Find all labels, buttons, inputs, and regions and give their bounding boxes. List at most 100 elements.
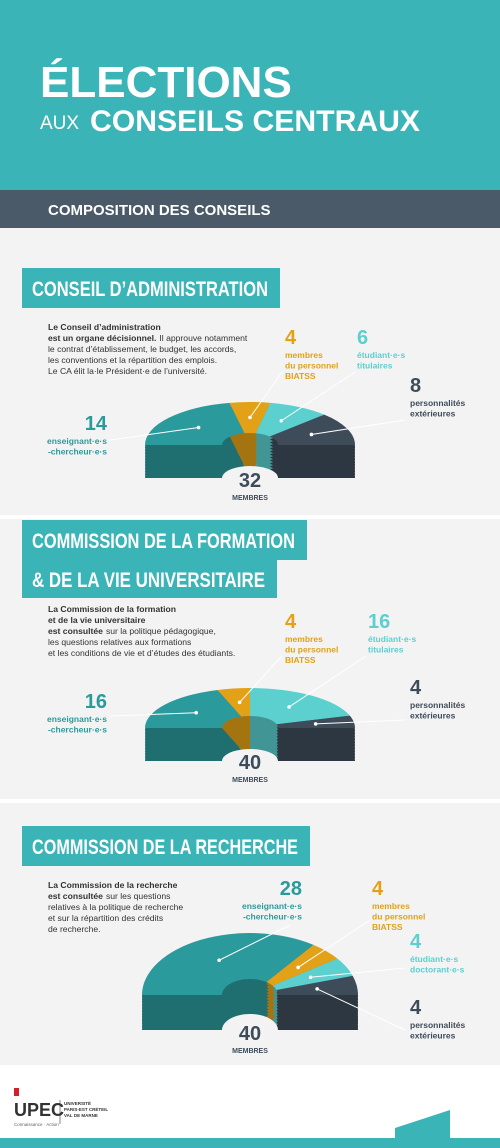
description-text: le contrat d’établissement, le budget, l… (48, 344, 236, 354)
leader-dot (315, 987, 319, 991)
group-label: étudiant·e·s (410, 954, 458, 964)
group-label: étudiant·e·s (357, 350, 405, 360)
segment (272, 958, 353, 991)
description-line: et sur la répartition des crédits (48, 913, 163, 923)
description-line: les conventions et la répartition des em… (48, 355, 217, 365)
leader-line (310, 967, 406, 978)
description-text: de recherche. (48, 924, 101, 934)
section-title: & DE LA VIE UNIVERSITAIRE (32, 569, 265, 592)
motto: Connaissance · Action (14, 1122, 59, 1127)
description-bold: La Commission de la recherche (48, 880, 178, 890)
total: 32 (239, 470, 261, 492)
group-label: enseignant·e·s (47, 714, 107, 724)
group-label: personnalités (410, 1020, 466, 1030)
group-number: 16 (85, 691, 107, 713)
leader-line (239, 655, 283, 703)
group-label: titulaires (357, 361, 393, 371)
segment (276, 715, 355, 728)
group-label: étudiant·e·s (368, 634, 416, 644)
group-number: 4 (410, 931, 422, 953)
description-text: et sur la répartition des crédits (48, 913, 163, 923)
leader-line (288, 655, 367, 708)
group-number: 16 (368, 611, 390, 633)
leader-dot (248, 415, 252, 420)
title-box (22, 268, 280, 308)
group-label: du personnel (285, 361, 338, 371)
segment (142, 933, 314, 995)
segment (217, 688, 250, 717)
university: VAL DE MARNE (64, 1113, 98, 1118)
leader-dot (296, 965, 300, 970)
group-label: -chercheur·e·s (48, 725, 107, 735)
group-label: BIATSS (285, 655, 316, 665)
total-label: MEMBRES (232, 777, 268, 784)
description-line: et les conditions de vie et d’études des… (48, 648, 235, 658)
leader-dot (217, 958, 221, 963)
group-number: 4 (372, 878, 384, 900)
description-line: et de la vie universitaire (48, 615, 146, 625)
total-label: MEMBRES (232, 495, 268, 502)
description-text: sur la politique pédagogique, (106, 626, 216, 636)
segment (145, 689, 242, 728)
leader-dot (194, 710, 199, 715)
description-line: le contrat d’établissement, le budget, l… (48, 344, 236, 354)
group-label: extérieures (410, 711, 456, 721)
description-line: de recherche. (48, 924, 101, 934)
description-bold: est consultée (48, 891, 103, 901)
group-label: membres (372, 901, 410, 911)
description-line: Le Conseil d’administration (48, 322, 161, 332)
description-line: Le CA élit la·le Président·e de l’univer… (48, 366, 207, 376)
group-label: personnalités (410, 398, 466, 408)
leader-line (297, 919, 371, 968)
leader-line (218, 924, 291, 961)
leader-line (109, 427, 199, 441)
leader-dot (308, 975, 313, 980)
group-number: 4 (285, 611, 297, 633)
group-label: extérieures (410, 409, 456, 419)
university: UNIVERSITÉ (64, 1099, 91, 1106)
description-line: La Commission de la recherche (48, 880, 178, 890)
group-label: -chercheur·e·s (48, 447, 107, 457)
title-prefix: AUX (40, 113, 79, 134)
description-bold: et de la vie universitaire (48, 615, 146, 625)
group-label: membres (285, 350, 323, 360)
university: PARIS-EST CRÉTEIL (64, 1105, 108, 1112)
subtitle: CONSEILS CENTRAUX (90, 105, 420, 138)
description-line: les questions relatives aux formations (48, 637, 191, 647)
footer-shape (395, 1110, 450, 1148)
leader-line (316, 988, 406, 1031)
segment (145, 402, 245, 445)
group-number: 8 (410, 375, 421, 397)
leader-dot (237, 700, 242, 705)
description-line: relatives à la politique de recherche (48, 902, 183, 912)
footer-stripe (0, 1138, 500, 1148)
group-label: personnalités (410, 700, 466, 710)
leader-dot (313, 722, 318, 726)
description-bold: La Commission de la formation (48, 604, 176, 614)
group-label: doctorant·e·s (410, 965, 465, 975)
group-label: membres (285, 634, 323, 644)
group-label: BIATSS (285, 371, 316, 381)
logo-mark (14, 1088, 19, 1096)
leader-line (109, 712, 197, 717)
description-text: les conventions et la répartition des em… (48, 355, 217, 365)
group-number: 4 (410, 997, 422, 1019)
leader-line (311, 419, 406, 435)
title-box (22, 560, 277, 598)
group-label: du personnel (285, 645, 338, 655)
leader-dot (196, 425, 201, 430)
group-number: 28 (280, 878, 302, 900)
total: 40 (239, 752, 261, 774)
description-bold: est consultée (48, 626, 103, 636)
description-text: les questions relatives aux formations (48, 637, 191, 647)
description-line: La Commission de la formation (48, 604, 176, 614)
group-label: BIATSS (372, 922, 403, 932)
segment (269, 414, 355, 445)
section-title: COMMISSION DE LA RECHERCHE (32, 836, 298, 859)
group-number: 14 (85, 413, 108, 435)
banner-bg (0, 190, 500, 228)
group-label: du personnel (372, 912, 425, 922)
logo: UPEC (14, 1100, 64, 1120)
title-box (22, 520, 307, 560)
